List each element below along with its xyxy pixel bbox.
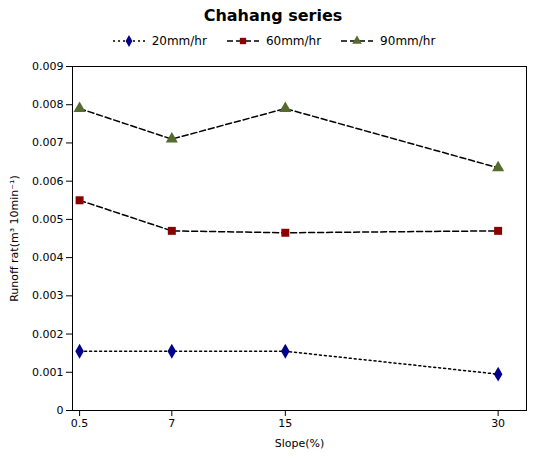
svg-text:0.5: 0.5 — [71, 417, 89, 430]
svg-text:0.009: 0.009 — [32, 60, 64, 73]
html-text:90mm/hr: 90mm/hr — [380, 34, 436, 48]
html-text:60mm/hr: 60mm/hr — [265, 34, 322, 48]
svg-text:0.004: 0.004 — [32, 251, 64, 264]
svg-text:0.007: 0.007 — [32, 136, 64, 149]
svg-text:30: 30 — [491, 417, 505, 430]
svg-text:0.008: 0.008 — [32, 98, 64, 111]
html-text:Chahang series: Chahang series — [203, 6, 343, 25]
svg-text:0.002: 0.002 — [32, 328, 64, 341]
svg-text:0.005: 0.005 — [32, 213, 64, 226]
html-text:20mm/hr: 20mm/hr — [151, 34, 207, 48]
svg-text:0.006: 0.006 — [32, 175, 64, 188]
svg-text:7: 7 — [168, 417, 175, 430]
svg-text:0: 0 — [57, 404, 64, 417]
svg-text:Slope(%): Slope(%) — [275, 437, 325, 450]
svg-text:0.001: 0.001 — [32, 366, 64, 379]
svg-text:0.003: 0.003 — [32, 289, 64, 302]
svg-text:Runoff rat(m³ 10min⁻¹): Runoff rat(m³ 10min⁻¹) — [8, 175, 21, 302]
svg-text:15: 15 — [278, 417, 292, 430]
